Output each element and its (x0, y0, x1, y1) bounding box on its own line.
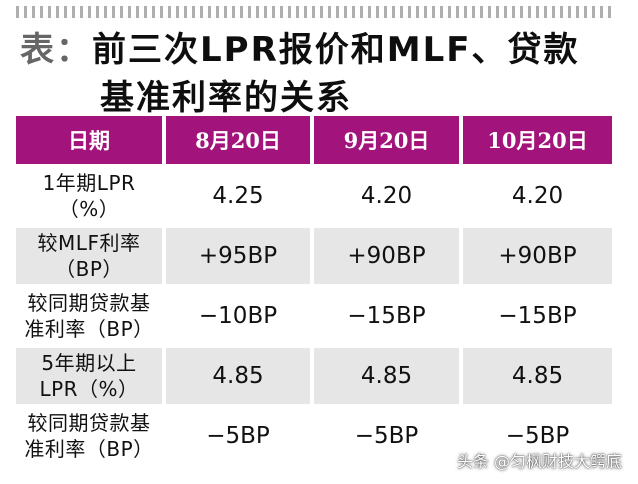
header-row: 日期 8月20日 9月20日 10月20日 (16, 116, 612, 164)
table-cell: −10BP (166, 284, 314, 344)
table-row: 较MLF利率 （BP） +95BP +90BP +90BP (16, 224, 612, 284)
table-cell: −5BP (463, 404, 612, 464)
row-label-line: LPR（%） (39, 377, 139, 401)
header-oct-20: 10月20日 (463, 116, 612, 164)
row-label-line: 较MLF利率 (37, 231, 141, 255)
table-row: 1年期LPR （%） 4.25 4.20 4.20 (16, 164, 612, 224)
rate-comparison-table: 日期 8月20日 9月20日 10月20日 1年期LPR （%） 4.25 4.… (16, 116, 612, 464)
title-prefix: 表： (20, 30, 92, 70)
header-aug-20: 8月20日 (166, 116, 314, 164)
header-date: 日期 (16, 116, 166, 164)
table-cell: 4.20 (314, 164, 463, 224)
table-cell: +95BP (166, 224, 314, 284)
row-label-line: 较同期贷款基 (27, 411, 151, 435)
table-cell: +90BP (463, 224, 612, 284)
row-label-line: 准利率（BP） (24, 317, 154, 341)
row-label-line: 较同期贷款基 (27, 291, 151, 315)
row-label: 较同期贷款基 准利率（BP） (16, 404, 166, 464)
table-cell: 4.85 (463, 344, 612, 404)
table-cell: −5BP (166, 404, 314, 464)
table-cell: 4.20 (463, 164, 612, 224)
title-text-1: 前三次LPR报价和MLF、贷款 (92, 30, 580, 70)
table-row: 较同期贷款基 准利率（BP） −10BP −15BP −15BP (16, 284, 612, 344)
header-sep-20: 9月20日 (314, 116, 463, 164)
table-row: 5年期以上 LPR（%） 4.85 4.85 4.85 (16, 344, 612, 404)
table-cell: 4.25 (166, 164, 314, 224)
table-cell: −15BP (463, 284, 612, 344)
table-cell: −5BP (314, 404, 463, 464)
table-cell: 4.85 (314, 344, 463, 404)
table-cell: −15BP (314, 284, 463, 344)
row-label: 5年期以上 LPR（%） (16, 344, 166, 404)
row-label-line: （BP） (55, 257, 123, 281)
table-cell: 4.85 (166, 344, 314, 404)
row-label-line: 5年期以上 (41, 351, 137, 375)
row-label: 较同期贷款基 准利率（BP） (16, 284, 166, 344)
document-title: 表：前三次LPR报价和MLF、贷款 基准利率的关系 (20, 20, 618, 118)
row-label-line: 准利率（BP） (24, 437, 154, 461)
title-line-2: 基准利率的关系 (100, 78, 352, 118)
row-label: 较MLF利率 （BP） (16, 224, 166, 284)
watermark-text: 头条 @匀枫财技大鳄底 (456, 452, 622, 471)
table-cell: +90BP (314, 224, 463, 284)
decorative-stripes (16, 6, 612, 18)
table-body: 1年期LPR （%） 4.25 4.20 4.20 较MLF利率 （BP） +9… (16, 164, 612, 464)
table-header: 日期 8月20日 9月20日 10月20日 (16, 116, 612, 164)
row-label-line: （%） (58, 197, 120, 221)
title-line-1: 表：前三次LPR报价和MLF、贷款 (20, 22, 580, 71)
row-label: 1年期LPR （%） (16, 164, 166, 224)
table-row: 较同期贷款基 准利率（BP） −5BP −5BP −5BP (16, 404, 612, 464)
row-label-line: 1年期LPR (42, 171, 136, 195)
